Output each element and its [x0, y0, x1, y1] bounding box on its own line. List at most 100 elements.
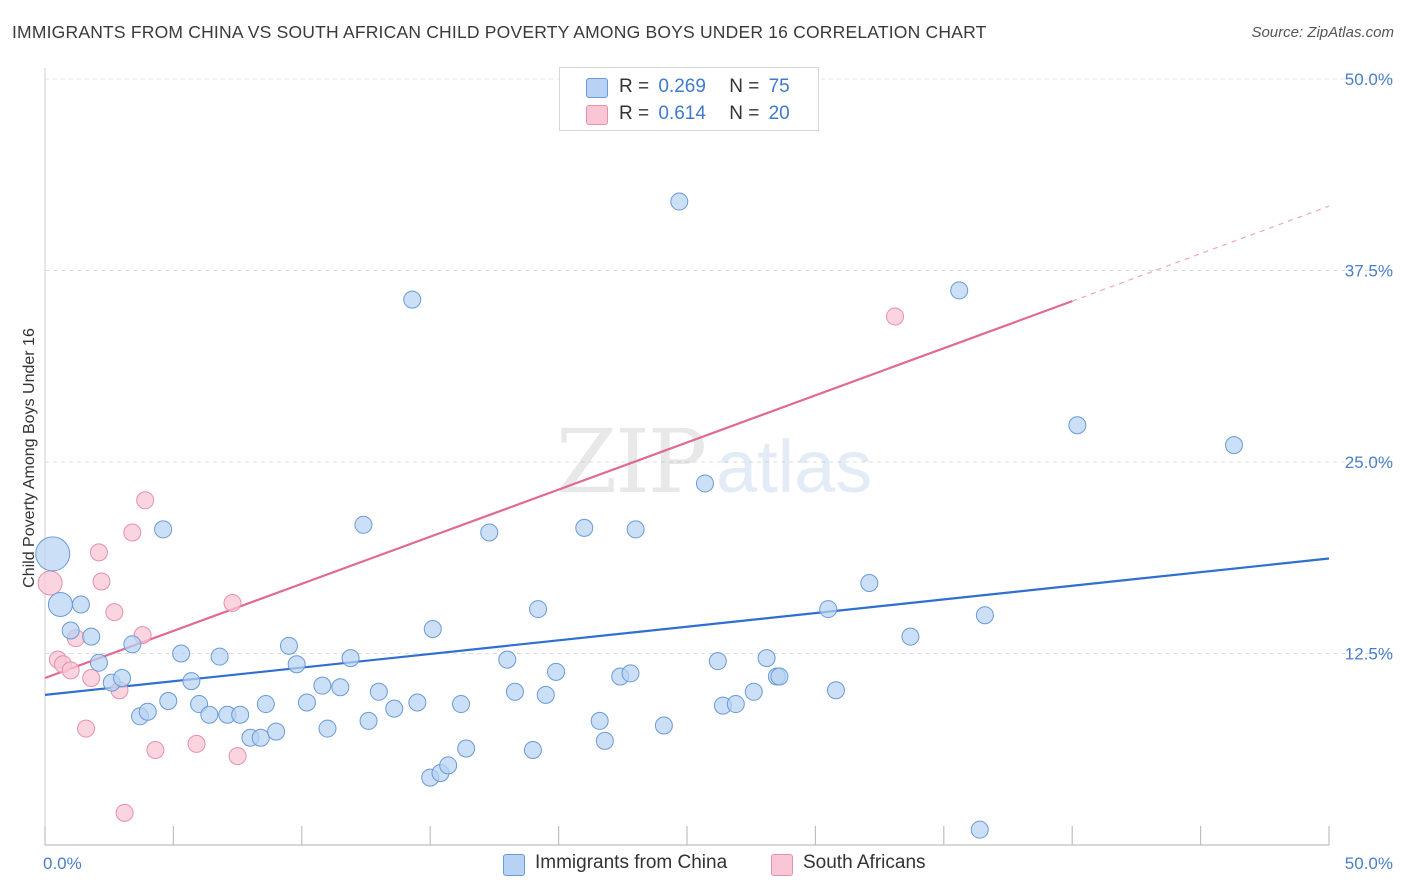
tick-labels: 12.5% 25.0% 37.5% 50.0% 0.0% 50.0%	[43, 70, 1393, 873]
point-china-24	[279, 636, 298, 655]
point-china-22	[256, 695, 275, 714]
legend-n-value-south-africans: 20	[768, 103, 790, 124]
point-south-africans-19	[886, 307, 905, 326]
legend-swatch-south-africans	[586, 105, 608, 125]
x-tick-label-1: 50.0%	[1345, 854, 1393, 873]
point-china-33	[369, 682, 388, 701]
point-south-africans-18	[228, 747, 247, 766]
point-china-17	[210, 647, 229, 666]
point-china-32	[359, 711, 378, 730]
point-china-59	[708, 652, 727, 671]
point-south-africans-14	[136, 491, 155, 510]
bottom-legend-label-china: Immigrants from China	[535, 852, 728, 873]
point-south-africans-3	[61, 661, 80, 680]
legend-r-label: R =	[619, 76, 650, 97]
point-china-72	[975, 606, 994, 625]
watermark-atlas: atlas	[716, 425, 872, 508]
point-china-31	[354, 515, 373, 534]
point-china-37	[423, 619, 442, 638]
point-china-62	[744, 682, 763, 701]
chart-title: IMMIGRANTS FROM CHINA VS SOUTH AFRICAN C…	[12, 22, 987, 42]
point-china-48	[536, 685, 555, 704]
axes	[44, 68, 1330, 846]
point-china-40	[439, 756, 458, 775]
bottom-legend-swatch-china	[503, 854, 525, 876]
point-china-7	[113, 669, 132, 688]
point-south-africans-11	[115, 803, 134, 822]
point-china-73	[1068, 416, 1087, 435]
chart-source: Source: ZipAtlas.com	[1251, 24, 1394, 41]
point-china-67	[826, 681, 845, 700]
legend-n-value-china: 75	[768, 76, 790, 97]
point-china-58	[695, 474, 714, 493]
point-south-africans-0	[37, 570, 63, 596]
y-tick-label-1: 25.0%	[1345, 453, 1393, 472]
point-china-45	[505, 682, 524, 701]
point-china-69	[901, 627, 920, 646]
point-china-25	[287, 655, 306, 674]
data-points	[35, 192, 1243, 839]
legend-swatch-china	[586, 78, 608, 98]
legend-r-value-south-africans: 0.614	[658, 103, 706, 124]
y-tick-label-3: 50.0%	[1345, 70, 1393, 89]
point-china-10	[138, 702, 157, 721]
point-south-africans-8	[92, 572, 111, 591]
point-china-52	[595, 731, 614, 750]
point-china-41	[452, 695, 471, 714]
point-china-36	[408, 693, 427, 712]
bottom-legend-swatch-south-africans	[771, 854, 793, 876]
point-china-42	[457, 739, 476, 758]
point-china-70	[950, 281, 969, 300]
point-china-29	[318, 719, 337, 738]
point-china-34	[385, 699, 404, 718]
point-south-africans-12	[123, 523, 142, 542]
legend-n-label: N =	[729, 76, 760, 97]
bottom-legend-label-south-africans: South Africans	[803, 852, 926, 873]
point-south-africans-9	[105, 603, 124, 622]
point-china-54	[621, 664, 640, 683]
point-china-56	[654, 716, 673, 735]
point-china-21	[251, 728, 270, 747]
point-china-47	[529, 600, 548, 619]
point-china-57	[670, 192, 689, 211]
point-china-0	[35, 536, 71, 572]
point-china-66	[819, 600, 838, 619]
legend-r-value-china: 0.269	[658, 76, 706, 97]
point-china-30	[341, 649, 360, 668]
point-china-1	[47, 591, 73, 617]
trendline-south-africans	[44, 300, 1073, 680]
watermark-zip: ZIP	[556, 410, 705, 513]
y-tick-label-0: 12.5%	[1345, 645, 1393, 664]
point-china-3	[71, 595, 90, 614]
point-china-28	[331, 678, 350, 697]
point-china-12	[159, 691, 178, 710]
trendlines	[44, 205, 1330, 696]
point-china-13	[172, 644, 191, 663]
y-tick-label-2: 37.5%	[1345, 262, 1393, 281]
point-china-71	[970, 820, 989, 839]
point-south-africans-16	[187, 734, 206, 753]
point-china-4	[82, 627, 101, 646]
point-south-africans-6	[82, 669, 101, 688]
point-china-19	[231, 705, 250, 724]
point-china-11	[154, 520, 173, 539]
point-china-50	[575, 518, 594, 537]
trendline-china	[44, 557, 1330, 696]
point-south-africans-7	[89, 543, 108, 562]
point-china-44	[498, 650, 517, 669]
watermark: ZIP atlas	[556, 410, 872, 513]
point-south-africans-15	[146, 741, 165, 760]
point-china-27	[313, 676, 332, 695]
legend-n-label: N =	[729, 103, 760, 124]
correlation-legend: R = 0.269 N = 75 R = 0.614 N = 20	[559, 67, 819, 131]
point-china-55	[626, 520, 645, 539]
point-china-65	[770, 667, 789, 686]
point-china-61	[726, 695, 745, 714]
x-tick-label-0: 0.0%	[43, 854, 82, 873]
point-china-26	[297, 693, 316, 712]
grid-lines	[45, 78, 1395, 654]
point-china-23	[267, 722, 286, 741]
point-south-africans-17	[223, 593, 242, 612]
trendline-south-africans-extension	[1071, 205, 1330, 302]
point-china-35	[403, 290, 422, 309]
